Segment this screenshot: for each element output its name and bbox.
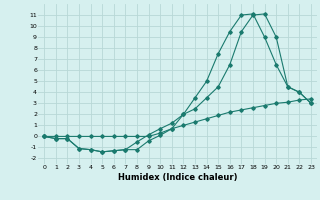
X-axis label: Humidex (Indice chaleur): Humidex (Indice chaleur)	[118, 173, 237, 182]
